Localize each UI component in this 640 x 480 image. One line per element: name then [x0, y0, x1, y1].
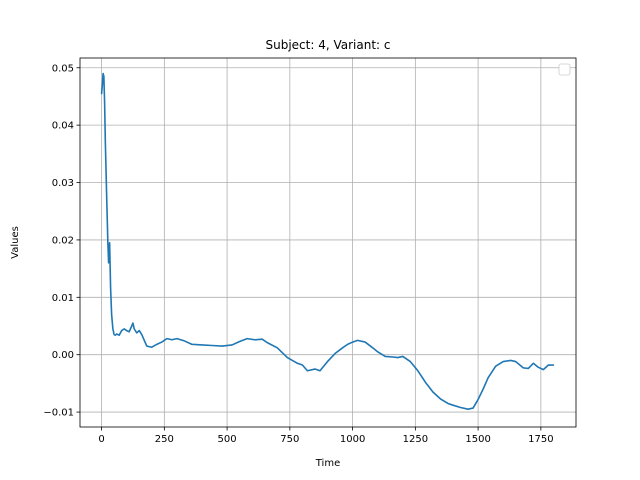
x-tick-label: 1000 [340, 434, 365, 445]
x-tick-label: 1250 [403, 434, 428, 445]
legend-box [558, 63, 571, 76]
y-tick-label: 0.01 [52, 293, 74, 304]
x-tick-label: 250 [155, 434, 174, 445]
x-tick-label: 750 [280, 434, 299, 445]
x-axis-label: Time [315, 458, 340, 469]
y-axis-label: Values [10, 226, 21, 259]
y-tick-label: 0.00 [52, 350, 74, 361]
series-line [100, 72, 555, 411]
axes-frame [79, 57, 577, 428]
y-tick-label: 0.05 [52, 63, 74, 74]
plot-area [100, 72, 555, 411]
chart-title: Subject: 4, Variant: c [266, 38, 391, 52]
y-tick-label: 0.02 [52, 235, 74, 246]
y-axis-ticks: −0.01 0.00 0.01 0.02 0.03 0.04 0.05 [43, 63, 80, 419]
x-tick-label: 1500 [465, 434, 490, 445]
x-tick-label: 1750 [528, 434, 553, 445]
x-tick-label: 500 [218, 434, 237, 445]
grid-lines [80, 58, 576, 427]
x-axis-ticks: 0 250 500 750 1000 1250 1500 1750 [98, 427, 554, 445]
y-tick-label: −0.01 [43, 408, 74, 419]
y-tick-label: 0.04 [52, 121, 74, 132]
x-tick-label: 0 [98, 434, 104, 445]
y-tick-label: 0.03 [52, 178, 74, 189]
